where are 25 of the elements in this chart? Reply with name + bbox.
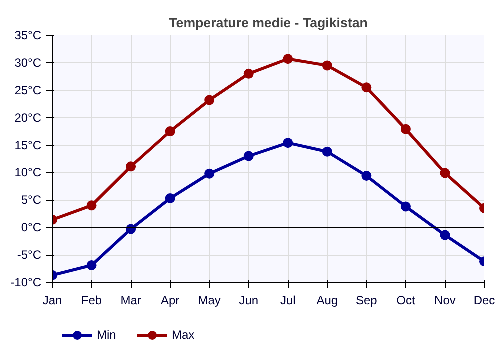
y-tick-label: 5°C [21, 193, 42, 208]
x-tick-label: Sep [356, 294, 378, 308]
legend-label: Max [172, 328, 195, 342]
y-tick-label: 15°C [14, 138, 42, 152]
y-tick-label: 30°C [14, 56, 42, 70]
y-tick-label: 0°C [21, 220, 42, 235]
x-tick-label: Oct [396, 294, 416, 308]
chart-title: Temperature medie - Tagikistan [169, 16, 368, 30]
x-tick-label: Jul [280, 294, 296, 308]
x-tick-label: Apr [160, 294, 180, 308]
y-tick-label: 25°C [14, 83, 42, 98]
x-tick-label: Jan [42, 294, 62, 308]
x-tick-label: Dec [474, 294, 496, 308]
y-tick-label: 10°C [14, 166, 42, 180]
x-tick-label: Nov [434, 294, 456, 308]
x-tick-label: Feb [81, 294, 102, 308]
x-tick-label: Mar [120, 294, 142, 308]
x-tick-label: Jun [239, 294, 259, 308]
legend-label: Min [97, 328, 117, 342]
x-tick-label: Aug [316, 294, 338, 308]
y-tick-label: -5°C [17, 248, 42, 262]
y-tick-label: 35°C [14, 28, 42, 42]
x-tick-label: May [198, 294, 221, 308]
y-tick-label: 20°C [14, 110, 42, 125]
y-tick-label: -10°C [10, 276, 42, 290]
